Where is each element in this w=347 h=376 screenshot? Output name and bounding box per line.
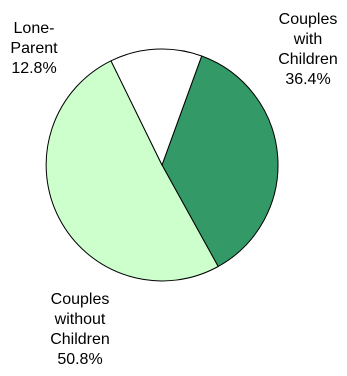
- slice-name-line: without: [54, 311, 106, 328]
- slice-name-line: Lone-: [14, 20, 55, 37]
- pie-labels: Couples with Children 36.4% Couples without Ch…: [10, 11, 337, 368]
- slice-name-line: Couples: [279, 11, 338, 28]
- slice-name-line: Parent: [10, 40, 58, 57]
- slice-value-label: 36.4%: [285, 71, 330, 88]
- slice-name-line: Children: [278, 51, 338, 68]
- pie-slice-couples-with-children: [161, 55, 279, 268]
- slice-label: Lone- Parent 12.8%: [10, 20, 58, 77]
- slice-name-line: Children: [50, 331, 110, 348]
- slice-label: Couples without Children 50.8%: [50, 291, 110, 368]
- pie-slice-couples-without-children: [45, 60, 219, 282]
- pie-slices: [45, 48, 279, 282]
- slice-value-label: 12.8%: [11, 60, 56, 77]
- slice-name-line: with: [293, 31, 322, 48]
- slice-value-label: 50.8%: [57, 351, 102, 368]
- slice-name-line: Couples: [51, 291, 110, 308]
- slice-label: Couples with Children 36.4%: [278, 11, 338, 88]
- pie-slice-lone-parent: [110, 48, 203, 167]
